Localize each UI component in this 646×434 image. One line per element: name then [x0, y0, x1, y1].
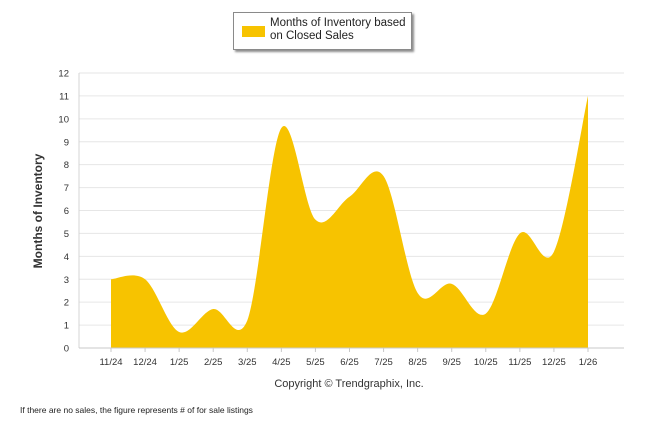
x-tick-label: 11/24 [99, 357, 122, 368]
footnote: If there are no sales, the figure repres… [20, 405, 253, 415]
x-tick-label: 2/25 [204, 357, 223, 368]
x-tick-label: 3/25 [238, 357, 257, 368]
x-tick-label: 5/25 [306, 357, 325, 368]
y-tick-label: 5 [64, 229, 69, 240]
copyright-text: Copyright © Trendgraphix, Inc. [274, 378, 423, 390]
y-tick-label: 7 [64, 183, 69, 194]
y-tick-label: 4 [64, 252, 69, 263]
area-series [110, 95, 589, 349]
x-tick-label: 12/25 [542, 357, 566, 368]
y-tick-label: 3 [64, 275, 69, 286]
x-tick-label: 7/25 [374, 357, 393, 368]
x-tick-label: 4/25 [272, 357, 291, 368]
legend-swatch [242, 26, 265, 37]
y-tick-label: 10 [58, 114, 69, 125]
legend-label: Months of Inventory based on Closed Sale… [270, 17, 406, 42]
y-tick-label: 2 [64, 298, 69, 309]
y-tick-label: 11 [59, 91, 69, 102]
y-tick-label: 6 [64, 206, 69, 217]
x-tick-label: 1/25 [170, 357, 189, 368]
x-tick-label: 1/26 [579, 357, 598, 368]
y-axis-label: Months of Inventory [31, 153, 45, 268]
legend: Months of Inventory based on Closed Sale… [233, 12, 412, 50]
area-series-fill [111, 95, 588, 349]
y-tick-label: 0 [64, 344, 69, 355]
y-tick-label: 9 [64, 137, 69, 148]
x-tick-label: 8/25 [408, 357, 427, 368]
y-tick-label: 1 [64, 321, 69, 332]
axes [78, 73, 624, 352]
x-tick-label: 9/25 [442, 357, 461, 368]
x-tick-label: 11/25 [508, 357, 531, 368]
x-tick-label: 10/25 [474, 357, 498, 368]
x-tick-label: 6/25 [340, 357, 359, 368]
y-tick-label: 8 [64, 160, 69, 171]
x-tick-label: 12/24 [133, 357, 157, 368]
x-tick-labels: 11/24 12/24 1/25 2/25 3/25 4/25 5/25 6/25 7/25 8/… [99, 357, 597, 368]
y-tick-label: 12 [58, 69, 69, 80]
